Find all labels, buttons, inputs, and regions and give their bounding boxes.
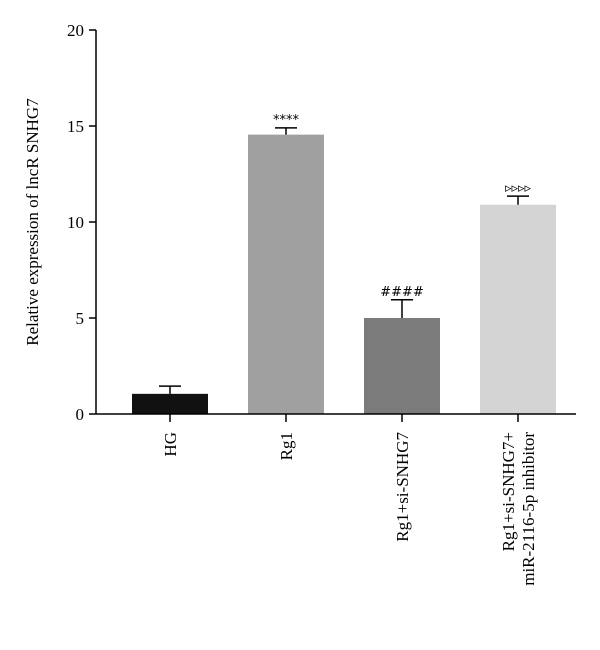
x-tick-label-line: Rg1+si-SNHG7+ [499,432,518,551]
y-tick-label: 20 [67,21,84,40]
y-axis: 0 5 10 15 20 [67,21,97,424]
significance-label: **** [273,113,300,128]
y-tick-label: 0 [76,405,85,424]
x-tick-label: Rg1+si-SNHG7+ miR-2116-5p inhibitor [499,432,538,586]
bar [248,134,324,414]
error-bars-group [159,127,529,394]
x-tick-label: Rg1+si-SNHG7 [393,432,412,542]
x-tick-label-line: miR-2116-5p inhibitor [519,432,538,586]
x-tick-label-line: HG [161,432,180,457]
y-axis-title: Relative expression of lncR SNHG7 [23,98,42,346]
x-tick-label-line: Rg1+si-SNHG7 [393,432,412,542]
x-tick-label-line: Rg1 [277,432,296,460]
significance-label: #### [380,285,424,300]
x-tick-label: Rg1 [277,432,296,460]
bar [480,204,556,414]
y-tick-label: 10 [67,213,84,232]
x-axis: HG Rg1 Rg1+si-SNHG7 Rg1+si-SNHG7+ miR-2116-5… [96,413,576,586]
bars-group [132,134,556,414]
x-tick-label: HG [161,432,180,457]
significance-label: ▹▹▹▹ [505,181,532,196]
y-tick-label: 15 [67,117,84,136]
annotations-group: **** #### ▹▹▹▹ [273,113,532,300]
bar [132,393,208,414]
y-axis-title-text: Relative expression of lncR SNHG7 [23,98,42,346]
y-tick-label: 5 [76,309,85,328]
bar [364,318,440,414]
